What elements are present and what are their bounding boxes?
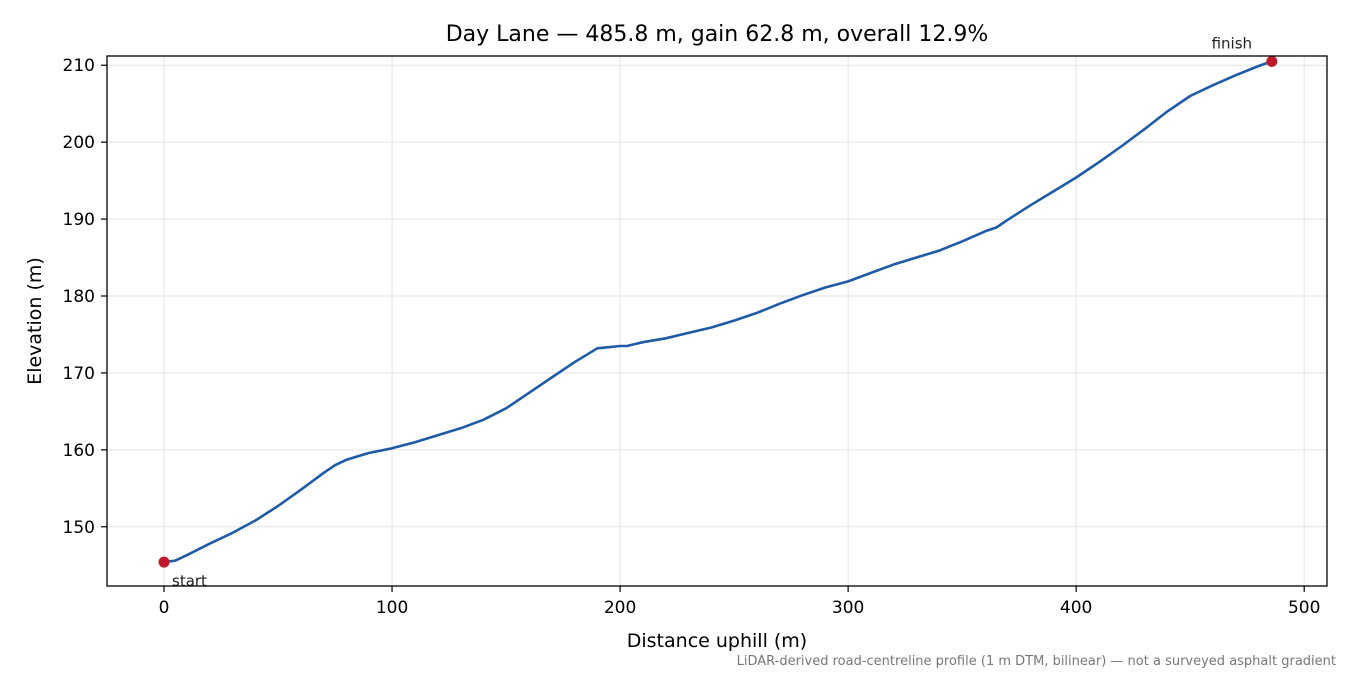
x-axis-ticks: 0 100 200 300 400 500 [159, 586, 1320, 618]
y-tick-label: 170 [63, 364, 95, 384]
chart-title: Day Lane — 485.8 m, gain 62.8 m, overall… [446, 22, 989, 47]
plot-frame [106, 55, 1328, 587]
finish-annotation: finish [1212, 34, 1252, 52]
x-tick-label: 0 [159, 598, 170, 618]
y-axis-label: Elevation (m) [24, 257, 46, 385]
y-tick-label: 210 [63, 56, 95, 76]
grid [107, 56, 1327, 586]
x-tick-label: 500 [1288, 598, 1320, 618]
x-tick-label: 200 [604, 598, 636, 618]
finish-marker [1266, 55, 1278, 67]
y-tick-label: 150 [63, 518, 95, 538]
y-tick-label: 200 [63, 133, 95, 153]
x-tick-label: 300 [832, 598, 864, 618]
x-axis-label: Distance uphill (m) [627, 630, 807, 652]
start-marker [158, 556, 170, 568]
y-tick-label: 190 [63, 210, 95, 230]
start-annotation: start [172, 572, 207, 590]
x-tick-label: 100 [376, 598, 408, 618]
elevation-profile-line [162, 60, 1274, 564]
y-tick-label: 160 [63, 441, 95, 461]
footnote: LiDAR-derived road-centreline profile (1… [737, 654, 1336, 669]
y-axis-ticks: 150 160 170 180 190 200 210 [63, 56, 107, 538]
y-tick-label: 180 [63, 287, 95, 307]
x-tick-label: 400 [1060, 598, 1092, 618]
